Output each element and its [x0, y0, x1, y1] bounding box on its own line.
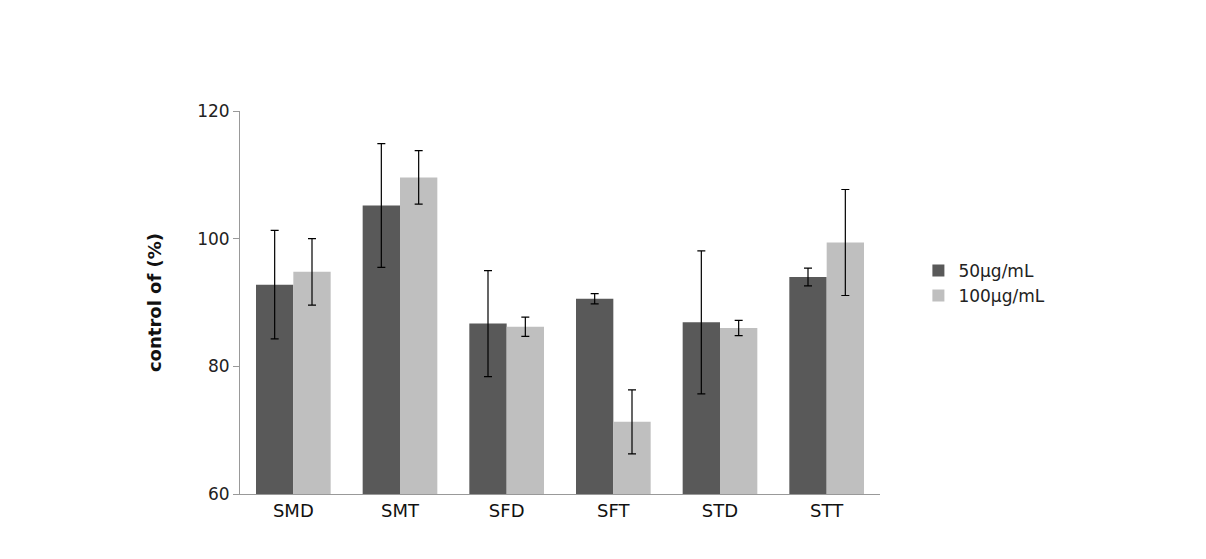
- svg-text:60: 60: [208, 484, 230, 504]
- svg-text:SMD: SMD: [273, 500, 314, 521]
- svg-text:SFD: SFD: [489, 500, 525, 521]
- svg-text:120: 120: [197, 101, 229, 121]
- svg-text:control of (%): control of (%): [144, 233, 165, 372]
- svg-text:SMT: SMT: [381, 500, 420, 521]
- svg-text:STD: STD: [702, 500, 738, 521]
- svg-text:80: 80: [208, 356, 230, 376]
- svg-text:50μg/mL: 50μg/mL: [958, 261, 1034, 281]
- svg-text:SFT: SFT: [597, 500, 630, 521]
- svg-text:100: 100: [197, 229, 229, 249]
- svg-text:STT: STT: [810, 500, 844, 521]
- svg-text:100μg/mL: 100μg/mL: [958, 286, 1044, 306]
